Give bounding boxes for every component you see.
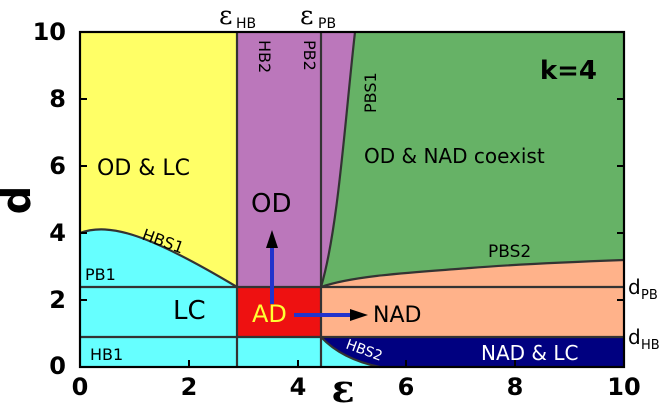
y-tick-6: 6 bbox=[49, 152, 66, 180]
d-pb-symbol: d bbox=[628, 275, 641, 299]
arrow-nad-head bbox=[350, 309, 368, 321]
plot-frame bbox=[78, 30, 626, 369]
eps-pb-subscript: PB bbox=[318, 16, 336, 32]
y-tick-2: 2 bbox=[49, 286, 66, 314]
y-tick-0: 0 bbox=[49, 352, 66, 380]
label-hb1: HB1 bbox=[90, 345, 123, 364]
label-pb1: PB1 bbox=[85, 265, 116, 284]
label-pb2: PB2 bbox=[300, 40, 319, 71]
label-od: OD bbox=[251, 189, 292, 219]
x-tick-2: 2 bbox=[181, 373, 198, 401]
parameter-label: k=4 bbox=[540, 56, 597, 86]
y-tick-4: 4 bbox=[49, 219, 66, 247]
region-od-nad bbox=[321, 32, 624, 287]
label-od-lc: OD & LC bbox=[97, 156, 190, 181]
label-nad-lc: NAD & LC bbox=[481, 341, 578, 365]
x-tick-8: 8 bbox=[507, 373, 524, 401]
pbs1-curve bbox=[319, 31, 357, 288]
pbs2-curve bbox=[320, 258, 625, 289]
region-nad-lc bbox=[321, 337, 624, 367]
x-axis-label: ε bbox=[331, 366, 354, 410]
x-tick-6: 6 bbox=[398, 373, 415, 401]
x-tick-4: 4 bbox=[290, 373, 307, 401]
label-od-nad: OD & NAD coexist bbox=[364, 144, 545, 168]
d-hb-symbol: d bbox=[628, 325, 641, 349]
d-pb-subscript: PB bbox=[641, 288, 658, 303]
hbs1-curve bbox=[79, 228, 238, 288]
x-tick-0: 0 bbox=[72, 373, 89, 401]
y-tick-8: 8 bbox=[49, 85, 66, 113]
label-lc: LC bbox=[173, 296, 206, 326]
label-ad: AD bbox=[252, 300, 287, 328]
hbs2-curve bbox=[320, 336, 381, 369]
region-nad-middle bbox=[321, 287, 624, 337]
region-nad-upper bbox=[321, 260, 624, 287]
label-nad: NAD bbox=[373, 303, 421, 328]
label-pbs1: PBS1 bbox=[361, 72, 380, 113]
x-tick-10: 10 bbox=[607, 373, 640, 401]
eps-hb-symbol: ε bbox=[219, 1, 232, 31]
region-lc-lower bbox=[80, 337, 321, 367]
eps-hb-subscript: HB bbox=[236, 16, 256, 32]
region-od bbox=[237, 32, 321, 287]
region-lc-upper bbox=[80, 229, 237, 287]
y-tick-10: 10 bbox=[33, 18, 66, 46]
label-pbs2: PBS2 bbox=[488, 242, 531, 262]
region-lc-hbs2-wedge bbox=[321, 337, 380, 367]
arrow-od-head bbox=[266, 230, 278, 248]
eps-pb-symbol: ε bbox=[300, 1, 313, 31]
label-hb2: HB2 bbox=[255, 40, 274, 73]
d-hb-subscript: HB bbox=[641, 338, 660, 353]
region-od-strip bbox=[321, 32, 355, 287]
y-axis-label: d bbox=[0, 186, 40, 215]
region-ad bbox=[237, 287, 321, 337]
region-lc-middle bbox=[80, 287, 237, 337]
